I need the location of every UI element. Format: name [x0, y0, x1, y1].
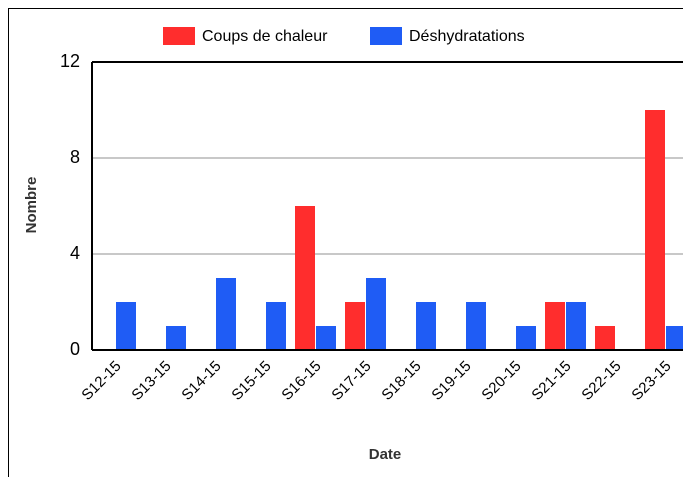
y-tick-label: 12 [60, 51, 80, 71]
x-tick-label: S12-15 [78, 358, 124, 404]
x-tick-label: S23-15 [628, 358, 674, 404]
bar [516, 326, 536, 350]
bar [416, 302, 436, 350]
bar [645, 110, 665, 350]
x-tick-label: S14-15 [178, 358, 224, 404]
bar [316, 326, 336, 350]
x-tick-label: S19-15 [428, 358, 474, 404]
bar [295, 206, 315, 350]
bar [266, 302, 286, 350]
bar [166, 326, 186, 350]
bar [345, 302, 365, 350]
bar [545, 302, 565, 350]
bar [566, 302, 586, 350]
legend-swatch [163, 27, 195, 45]
y-tick-label: 8 [70, 147, 80, 167]
x-tick-label: S13-15 [128, 358, 174, 404]
x-axis-label: Date [369, 446, 402, 463]
bar [216, 278, 236, 350]
x-tick-label: S20-15 [478, 358, 524, 404]
y-tick-label: 4 [70, 243, 80, 263]
bar [366, 278, 386, 350]
legend-label: Coups de chaleur [202, 28, 328, 45]
x-tick-label: S22-15 [578, 358, 624, 404]
x-tick-label: S18-15 [378, 358, 424, 404]
legend-swatch [370, 27, 402, 45]
x-tick-label: S15-15 [228, 358, 274, 404]
legend-label: Déshydratations [409, 28, 525, 45]
bar [466, 302, 486, 350]
x-tick-label: S17-15 [328, 358, 374, 404]
x-tick-label: S21-15 [528, 358, 574, 404]
bar [595, 326, 615, 350]
bar [666, 326, 683, 350]
x-tick-label: S16-15 [278, 358, 324, 404]
y-axis-label: Nombre [23, 177, 40, 234]
y-tick-label: 0 [70, 339, 80, 359]
bar [116, 302, 136, 350]
frame [8, 8, 683, 477]
